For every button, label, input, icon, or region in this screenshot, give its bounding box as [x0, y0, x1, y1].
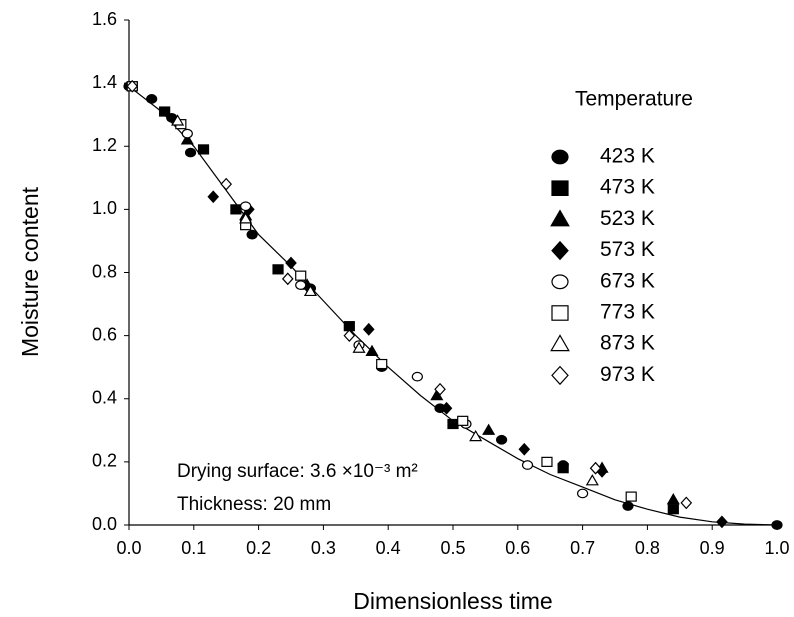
x-tick-label: 1.0: [764, 538, 789, 558]
marker: [171, 114, 185, 126]
marker: [771, 520, 783, 530]
marker: [585, 474, 599, 486]
marker: [625, 491, 637, 502]
annotation: Thickness: 20 mm: [177, 494, 331, 515]
x-tick-label: 0.5: [440, 538, 465, 558]
marker: [303, 284, 317, 297]
marker: [146, 94, 158, 104]
legend-title: Temperature: [575, 88, 693, 111]
marker: [207, 190, 220, 204]
y-tick-label: 1.2: [92, 135, 117, 155]
y-tick-label: 0.0: [92, 514, 117, 534]
marker: [541, 456, 553, 467]
legend-marker: [551, 305, 569, 321]
y-tick-label: 0.6: [92, 324, 117, 344]
legend-label: 423 K: [600, 145, 655, 168]
marker: [240, 201, 252, 212]
x-tick-label: 0.9: [700, 538, 725, 558]
y-tick-label: 1.0: [92, 198, 117, 218]
marker: [716, 515, 728, 529]
legend-marker: [551, 365, 569, 386]
marker: [666, 493, 680, 505]
legend-marker: [551, 180, 569, 196]
marker: [197, 144, 210, 155]
marker: [411, 371, 423, 382]
marker: [362, 322, 375, 336]
marker: [180, 133, 194, 145]
marker: [352, 341, 366, 353]
legend-label: 523 K: [600, 207, 655, 230]
legend-label: 973 K: [600, 363, 655, 386]
y-axis-title: Moisture content: [17, 186, 43, 357]
y-tick-label: 0.2: [92, 451, 117, 471]
marker: [246, 229, 258, 240]
marker: [281, 272, 294, 286]
marker: [518, 442, 531, 456]
legend-label: 773 K: [600, 301, 655, 324]
marker: [343, 329, 356, 343]
legend-marker: [551, 240, 569, 261]
marker: [457, 415, 469, 426]
y-tick-label: 1.6: [92, 9, 117, 29]
marker: [447, 418, 459, 430]
marker: [230, 204, 242, 215]
x-tick-label: 0.0: [116, 538, 141, 558]
marker: [184, 147, 197, 158]
marker: [482, 423, 496, 435]
legend-marker: [550, 209, 570, 227]
y-tick-label: 0.8: [92, 261, 117, 281]
marker: [496, 434, 508, 445]
y-tick-label: 0.4: [92, 388, 117, 408]
marker: [680, 496, 693, 510]
x-tick-label: 0.8: [635, 538, 660, 558]
legend-marker: [550, 334, 570, 352]
marker: [239, 212, 253, 224]
marker: [667, 504, 679, 515]
marker: [589, 461, 602, 475]
marker: [622, 501, 634, 511]
marker: [272, 264, 284, 275]
x-tick-label: 0.4: [376, 538, 401, 558]
legend-label: 873 K: [600, 332, 655, 355]
legend-marker: [551, 149, 569, 165]
marker: [220, 177, 233, 191]
annotation: Drying surface: 3.6 ×10⁻³ m²: [177, 461, 418, 482]
marker: [469, 429, 483, 442]
x-tick-label: 0.6: [505, 538, 530, 558]
marker: [576, 488, 589, 499]
legend-label: 573 K: [600, 238, 655, 261]
marker: [181, 128, 193, 139]
x-tick-label: 0.3: [311, 538, 336, 558]
x-tick-label: 0.7: [570, 538, 595, 558]
marker: [440, 401, 453, 415]
fit-curve: [128, 85, 778, 526]
x-tick-label: 0.1: [181, 538, 206, 558]
marker: [285, 256, 297, 270]
marker: [295, 270, 307, 281]
marker: [365, 344, 379, 357]
marker: [295, 280, 307, 290]
legend-label: 673 K: [600, 269, 655, 292]
legend-label: 473 K: [600, 176, 655, 199]
x-axis-title: Dimensionless time: [353, 588, 552, 614]
marker: [376, 358, 388, 370]
marker: [159, 106, 171, 117]
marker: [521, 460, 534, 470]
marker: [557, 463, 569, 474]
y-tick-label: 1.4: [92, 72, 117, 92]
legend-marker: [551, 274, 569, 290]
x-tick-label: 0.2: [246, 538, 271, 558]
marker: [126, 79, 139, 93]
marker: [434, 382, 446, 396]
